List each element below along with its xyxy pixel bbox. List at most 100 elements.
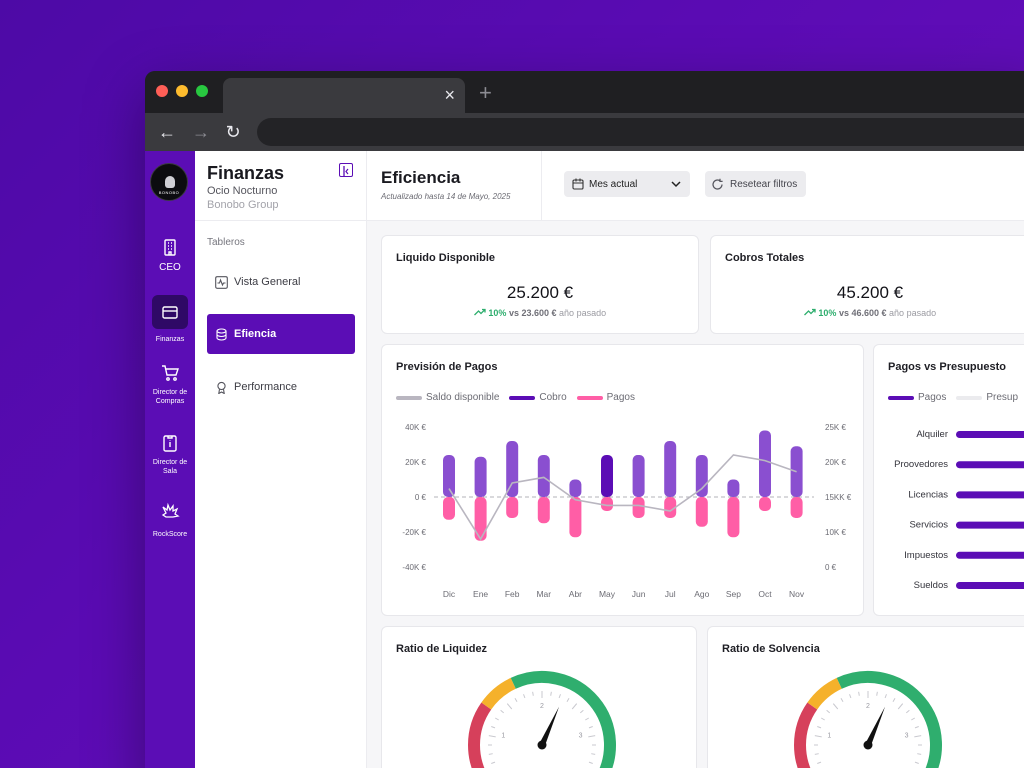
bar-cobro xyxy=(443,455,455,497)
bar-pagos xyxy=(537,497,550,524)
kpi-previous: 23.600 € xyxy=(521,308,557,318)
gauge-tick xyxy=(917,753,922,755)
trend-up-icon xyxy=(803,308,816,316)
bar-pagos xyxy=(506,497,519,518)
sidebar-item-efiencia[interactable]: Efiencia xyxy=(207,314,355,354)
y-tick-label: -40K € xyxy=(402,563,426,572)
pagos-presupuesto-card: Pagos vs Presupuesto Pagos Presup Alquil… xyxy=(873,344,1024,616)
gauge-tick-label: 3 xyxy=(905,733,909,740)
gauge-tick xyxy=(858,691,860,696)
browser-tab[interactable]: × xyxy=(223,78,465,114)
gauge-tick xyxy=(914,761,919,764)
database-icon xyxy=(216,327,227,341)
credit-card-icon xyxy=(162,306,178,319)
kpi-title: Cobros Totales xyxy=(725,252,805,264)
kpi-title: Liquido Disponible xyxy=(396,252,495,264)
new-tab-icon[interactable]: + xyxy=(479,80,492,105)
building-icon xyxy=(164,239,176,256)
legend-label: Pagos xyxy=(918,392,947,403)
gauge-tick xyxy=(911,717,916,721)
y-tick-label: 40K € xyxy=(405,423,426,432)
chart-legend: Pagos Presup xyxy=(888,392,1018,403)
bar-cobro xyxy=(569,479,582,497)
sidebar-section-label: Tableros xyxy=(207,237,245,248)
bar-cobro xyxy=(759,430,771,497)
chevron-down-icon xyxy=(671,181,681,188)
sidebar-title: Finanzas xyxy=(207,163,285,183)
bonobo-logo[interactable]: BONOBO xyxy=(150,163,188,201)
bar-pagos xyxy=(790,497,803,518)
gauge-tick xyxy=(558,694,561,699)
gauge-tick xyxy=(826,709,831,714)
x-tick-label: May xyxy=(599,589,616,599)
gauge-tick-label: 2 xyxy=(866,703,870,710)
bar-pagos xyxy=(601,497,613,511)
gauge-tick xyxy=(876,691,878,696)
gauge-tick-label: 2 xyxy=(540,703,544,710)
activity-icon xyxy=(215,275,228,289)
legend-label: Cobro xyxy=(539,392,567,403)
bar-cobro xyxy=(727,479,740,497)
bar-pagos xyxy=(956,521,1024,529)
sidebar-item-performance[interactable]: Performance xyxy=(207,367,355,407)
gauge-tick xyxy=(588,761,593,764)
gauge-tick xyxy=(884,694,887,699)
gauge-title: Ratio de Solvencia xyxy=(722,643,820,655)
bar-pagos xyxy=(664,497,677,518)
reset-filters-label: Resetear filtros xyxy=(730,178,798,190)
kpi-delta: 10% xyxy=(818,308,837,318)
sidebar-item-vista-general[interactable]: Vista General xyxy=(207,262,355,302)
category-label: Servicios xyxy=(909,520,948,531)
y-right-tick-label: 15KK € xyxy=(825,493,852,502)
bar-pagos xyxy=(956,582,1024,589)
gauge-arc xyxy=(807,677,843,710)
x-tick-label: Mar xyxy=(536,589,551,599)
gauge-tick xyxy=(532,691,534,696)
dashboard-sidebar: Finanzas Ocio Nocturno Bonobo Group Tabl… xyxy=(195,151,367,768)
bar-cobro xyxy=(632,455,645,497)
back-icon[interactable]: ← xyxy=(158,122,176,142)
close-window-dot[interactable] xyxy=(156,85,168,97)
rail-item-finanzas[interactable]: Finanzas xyxy=(145,303,195,344)
reset-filters-button[interactable]: Resetear filtros xyxy=(705,171,806,197)
y-right-tick-label: 10K € xyxy=(825,528,846,537)
x-tick-label: Feb xyxy=(505,589,520,599)
bar-cobro xyxy=(506,441,519,497)
sidebar-divider xyxy=(195,220,366,221)
reload-icon[interactable]: ↻ xyxy=(225,122,241,142)
period-select[interactable]: Mes actual xyxy=(564,171,690,197)
bar-pagos xyxy=(569,497,582,538)
address-bar[interactable] xyxy=(257,118,1024,146)
bar-pagos xyxy=(956,431,1024,438)
browser-toolbar: ← → ↻ xyxy=(145,113,1024,151)
legend-swatch-presupuesto xyxy=(956,395,983,400)
maximize-window-dot[interactable] xyxy=(196,85,208,97)
category-label: Sueldos xyxy=(914,580,949,591)
browser-window: × + ← → ↻ BONOBO CEO Finanzas xyxy=(145,71,1024,768)
gauge-arc xyxy=(481,677,517,710)
x-tick-label: Ene xyxy=(473,589,488,599)
forward-icon[interactable]: → xyxy=(192,122,210,142)
rail-label: RockScore xyxy=(152,531,188,538)
gauge-arc xyxy=(836,671,942,768)
bar-pagos xyxy=(443,497,455,520)
tab-close-icon[interactable]: × xyxy=(444,85,455,105)
kpi-value: 45.200 € xyxy=(836,283,904,302)
sidebar-item-label: Vista General xyxy=(234,276,301,288)
rail-item-ceo[interactable]: CEO xyxy=(145,237,195,273)
gauge-tick xyxy=(814,735,822,738)
gauge-tick xyxy=(588,726,593,729)
category-label: Proovedores xyxy=(894,459,948,470)
rail-item-rockscore[interactable]: RockScore xyxy=(145,502,195,539)
gauge-arc xyxy=(794,702,818,768)
y-right-tick-label: 20K € xyxy=(825,458,846,467)
ratio-liquidez-card: Ratio de Liquidez 1 2 3 xyxy=(381,626,697,768)
collapse-sidebar-icon[interactable] xyxy=(339,163,353,177)
x-tick-label: Sep xyxy=(726,589,741,599)
minimize-window-dot[interactable] xyxy=(176,85,188,97)
x-tick-label: Ago xyxy=(694,589,709,599)
y-tick-label: 0 € xyxy=(415,493,427,502)
x-tick-label: Jul xyxy=(665,589,676,599)
rail-item-compras[interactable]: Director de Compras xyxy=(145,363,195,406)
rail-item-sala[interactable]: Director de Sala xyxy=(145,433,195,476)
